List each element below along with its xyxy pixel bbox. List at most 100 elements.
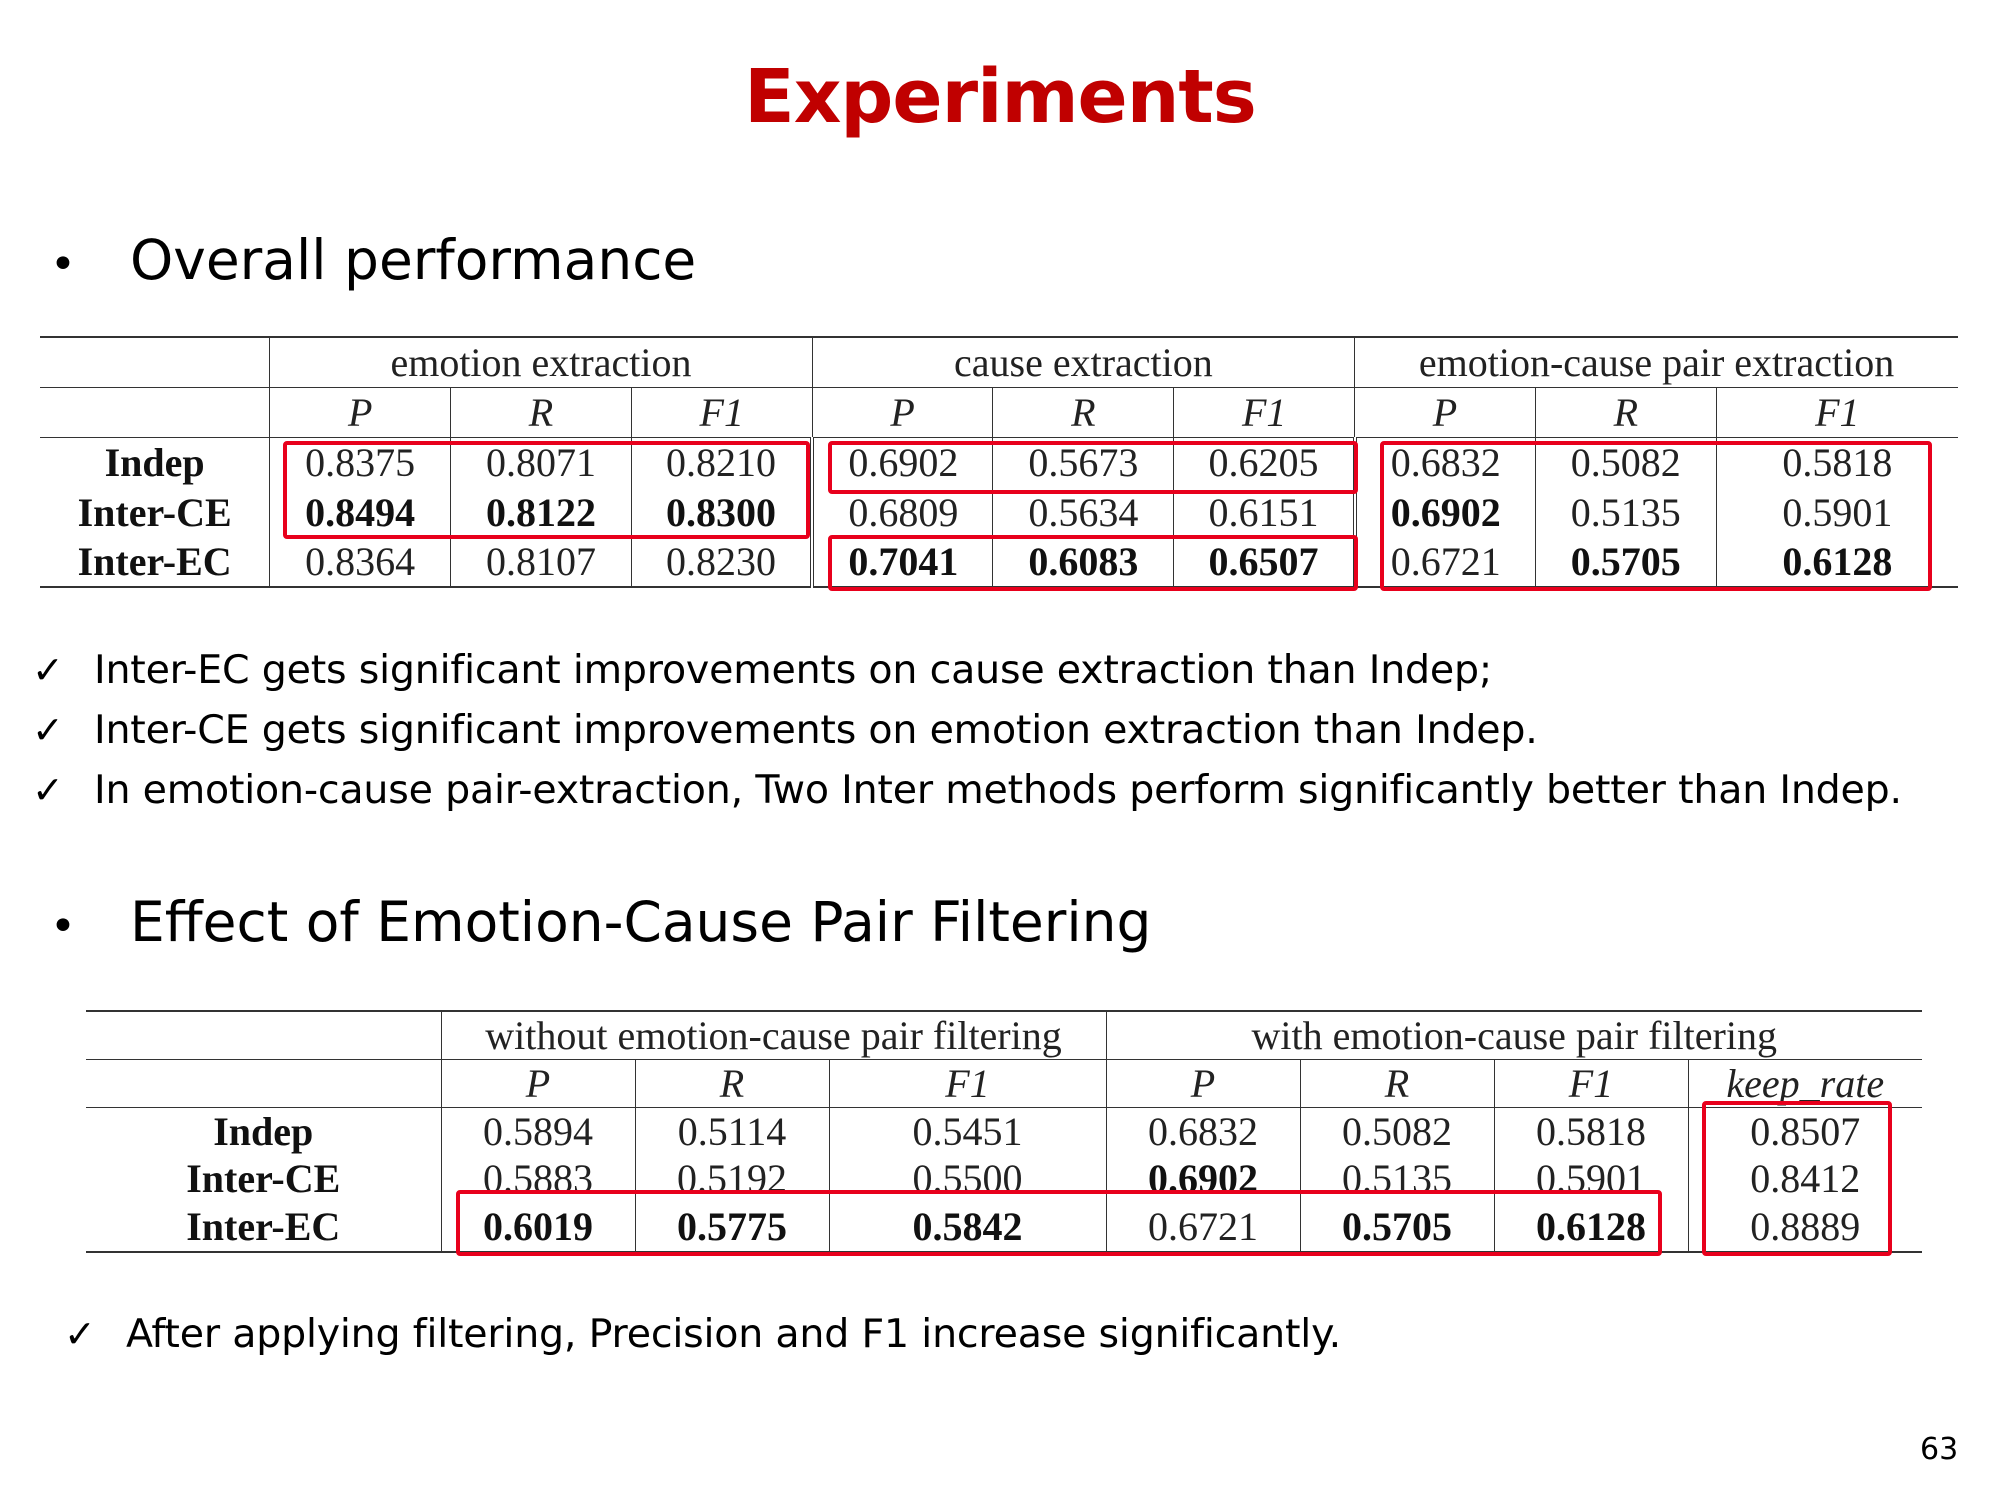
table-cell: 0.6205 — [1173, 436, 1355, 487]
findings-list: ✓ After applying filtering, Precision an… — [58, 1304, 1341, 1364]
table-cell: 0.5135 — [1534, 487, 1717, 537]
section-heading-text: Effect of Emotion-Cause Pair Filtering — [130, 890, 1152, 954]
row-label: Inter-EC — [86, 1202, 441, 1253]
table-cell: 0.5842 — [828, 1202, 1106, 1253]
check-icon: ✓ — [32, 648, 64, 692]
check-icon: ✓ — [64, 1312, 96, 1356]
row-label: Indep — [86, 1107, 441, 1155]
table-cell: 0.8230 — [630, 537, 813, 588]
slide-title: Experiments — [744, 54, 1257, 140]
table-cell: 0.6128 — [1493, 1202, 1688, 1253]
row-label: Indep — [40, 436, 270, 487]
group-header: cause extraction — [811, 336, 1355, 387]
table-cell: 0.5082 — [1299, 1107, 1494, 1155]
page-number: 63 — [1920, 1432, 1959, 1467]
group-header: without emotion-cause pair filtering — [440, 1010, 1106, 1060]
findings-list: ✓ Inter-EC gets significant improvements… — [26, 640, 1902, 820]
table-cell: 0.5114 — [634, 1107, 829, 1155]
table-cell: 0.6902 — [1105, 1155, 1300, 1202]
table-cell: 0.5451 — [828, 1107, 1106, 1155]
column-header: F1 — [1715, 386, 1958, 437]
finding-text: After applying filtering, Precision and … — [126, 1311, 1341, 1357]
column-header: R — [992, 386, 1174, 437]
bullet-dot: • — [50, 239, 76, 290]
row-label: Inter-CE — [186, 1156, 341, 1201]
table-cell: 0.8494 — [269, 487, 451, 537]
list-item: ✓ In emotion-cause pair-extraction, Two … — [26, 760, 1902, 820]
table-cell: 0.5775 — [634, 1202, 829, 1253]
table-row: Inter-EC 0.8364 0.8107 0.8230 0.7041 0.6… — [40, 537, 1958, 588]
table-cell: 0.6721 — [1105, 1202, 1300, 1253]
section-heading-filtering: • Effect of Emotion-Cause Pair Filtering — [0, 890, 1151, 954]
table-cell: 0.5705 — [1534, 537, 1717, 588]
table-cell: 0.8071 — [450, 436, 632, 487]
table-cell: 0.5705 — [1299, 1202, 1494, 1253]
column-header: R — [1299, 1059, 1494, 1108]
table-row: Inter-EC 0.6019 0.5775 0.5842 0.6721 0.5… — [86, 1202, 1922, 1253]
row-label: Inter-CE — [77, 489, 232, 535]
table-row: Indep 0.5894 0.5114 0.5451 0.6832 0.5082… — [86, 1107, 1922, 1155]
table-row: Indep 0.8375 0.8071 0.8210 0.6902 0.5673… — [40, 436, 1958, 487]
table-corner — [86, 1010, 441, 1060]
row-label: Inter-EC — [40, 537, 270, 588]
column-header: F1 — [1173, 386, 1355, 437]
group-header: with emotion-cause pair filtering — [1105, 1010, 1922, 1060]
list-item: ✓ Inter-CE gets significant improvements… — [26, 700, 1902, 760]
column-header: F1 — [828, 1059, 1106, 1108]
column-header: P — [1105, 1059, 1300, 1108]
overall-performance-table: emotion extraction cause extraction emot… — [40, 336, 1958, 588]
finding-text: Inter-EC gets significant improvements o… — [94, 647, 1492, 693]
column-header: P — [440, 1059, 635, 1108]
table-row: Inter-CE 0.8494 0.8122 0.8300 0.6809 0.5… — [40, 487, 1958, 537]
finding-text: In emotion-cause pair-extraction, Two In… — [94, 767, 1902, 813]
section-heading-text: Overall performance — [130, 228, 697, 292]
table-cell: 0.5883 — [440, 1155, 635, 1202]
table-cell: 0.6809 — [810, 487, 993, 537]
table-corner — [40, 336, 270, 387]
group-header: emotion extraction — [269, 336, 813, 387]
table-cell: 0.8889 — [1687, 1202, 1922, 1253]
table-cell: 0.8507 — [1687, 1107, 1922, 1155]
table-cell: 0.6832 — [1352, 436, 1536, 487]
table-cell: 0.6083 — [992, 537, 1174, 588]
table-cell: 0.5901 — [1493, 1155, 1688, 1202]
table-cell: 0.8412 — [1687, 1155, 1922, 1202]
table-cell: 0.5500 — [828, 1155, 1106, 1202]
table-cell: 0.5894 — [440, 1107, 635, 1155]
column-header: keep_rate — [1687, 1059, 1922, 1108]
table-cell: 0.6721 — [1352, 537, 1536, 588]
column-header: F1 — [1493, 1059, 1688, 1108]
check-icon: ✓ — [32, 768, 64, 812]
table-cell: 0.7041 — [810, 537, 993, 588]
table-cell: 0.8375 — [269, 436, 451, 487]
table-cell: 0.8300 — [630, 487, 813, 537]
column-header: R — [450, 386, 632, 437]
column-header: P — [1354, 386, 1536, 437]
table-cell: 0.6832 — [1105, 1107, 1300, 1155]
group-header: emotion-cause pair extraction — [1354, 336, 1958, 387]
column-header: R — [634, 1059, 829, 1108]
column-header: F1 — [630, 386, 813, 437]
table-cell: 0.8122 — [450, 487, 632, 537]
table-cell: 0.8107 — [450, 537, 632, 588]
list-item: ✓ After applying filtering, Precision an… — [58, 1304, 1341, 1364]
table-cell: 0.6019 — [440, 1202, 635, 1253]
table-cell: 0.5901 — [1715, 487, 1958, 537]
table-cell: 0.6507 — [1173, 537, 1355, 588]
table-cell: 0.5673 — [992, 436, 1174, 487]
table-cell: 0.6128 — [1715, 537, 1958, 588]
bullet-dot: • — [50, 901, 76, 952]
table-cell: 0.6902 — [810, 436, 993, 487]
finding-text: Inter-CE gets significant improvements o… — [94, 707, 1538, 753]
table-cell: 0.5818 — [1715, 436, 1958, 487]
table-cell: 0.6902 — [1352, 487, 1536, 537]
column-header: R — [1534, 386, 1717, 437]
table-cell: 0.8210 — [630, 436, 813, 487]
table-cell: 0.5192 — [634, 1155, 829, 1202]
table-cell: 0.6151 — [1173, 487, 1355, 537]
list-item: ✓ Inter-EC gets significant improvements… — [26, 640, 1902, 700]
filtering-table: without emotion-cause pair filtering wit… — [86, 1010, 1922, 1253]
table-cell: 0.8364 — [269, 537, 451, 588]
table-cell: 0.5818 — [1493, 1107, 1688, 1155]
column-header: P — [269, 386, 451, 437]
